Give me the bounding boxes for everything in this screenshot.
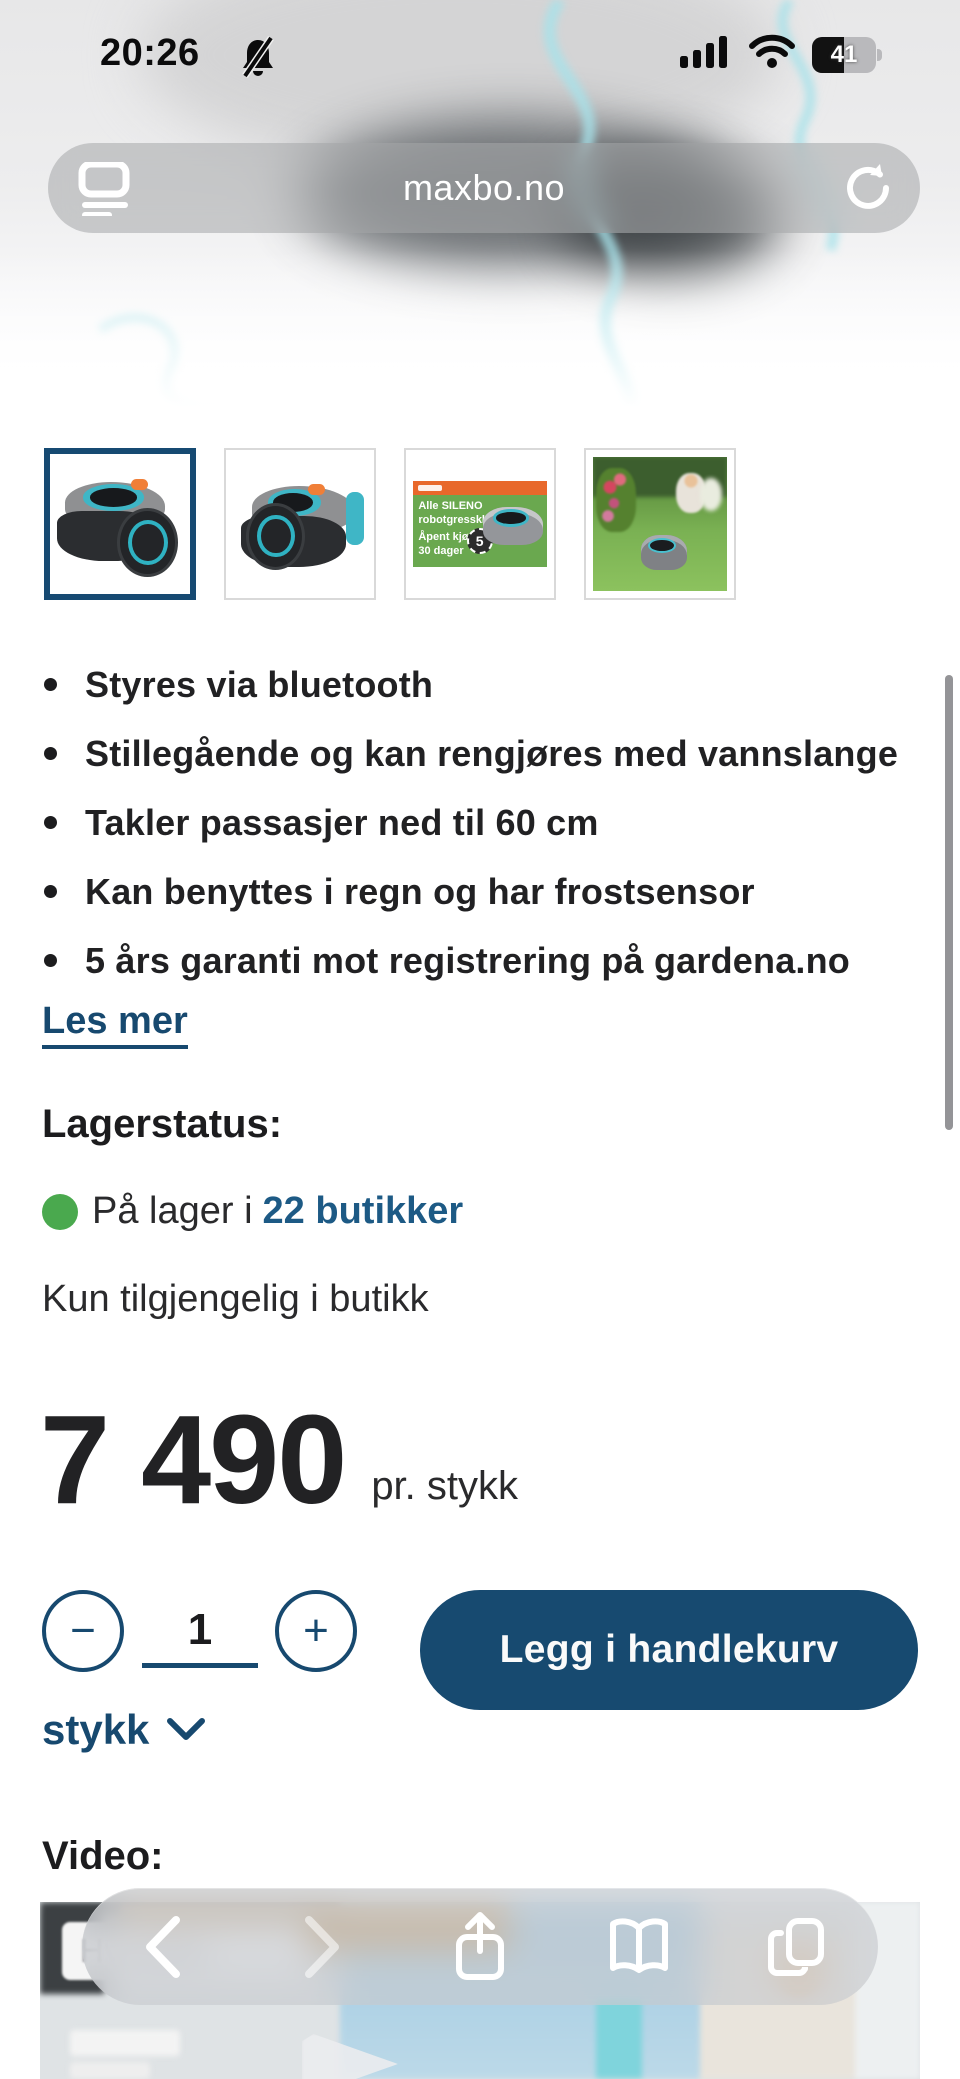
page-scrollbar[interactable] bbox=[945, 675, 953, 1130]
page-menu-icon[interactable] bbox=[78, 160, 130, 221]
list-item: Stillegående og kan rengjøres med vannsl… bbox=[44, 719, 924, 788]
notifications-muted-icon bbox=[238, 36, 278, 85]
battery-indicator: 41 bbox=[812, 36, 882, 73]
chevron-right-icon bbox=[304, 1915, 339, 1978]
thumbnail-promo-banner[interactable]: Alle SILENO robotgressklippere Åpent kjø… bbox=[404, 448, 556, 600]
tabs-button[interactable] bbox=[762, 1907, 832, 1987]
browser-bottom-toolbar bbox=[82, 1888, 878, 2005]
share-button[interactable] bbox=[445, 1907, 515, 1987]
promo-banner-image: Alle SILENO robotgressklippere Åpent kjø… bbox=[413, 457, 547, 591]
bullet-dot bbox=[44, 954, 57, 967]
address-bar[interactable]: maxbo.no bbox=[48, 143, 920, 233]
product-thumbnail-gallery: Alle SILENO robotgressklippere Åpent kjø… bbox=[44, 448, 736, 600]
price-unit: pr. stykk bbox=[371, 1464, 519, 1509]
price-row: 7 490 pr. stykk bbox=[40, 1389, 519, 1530]
thumbnail-product-front[interactable] bbox=[44, 448, 196, 600]
in-stock-text: På lager i bbox=[92, 1190, 253, 1232]
plus-icon: + bbox=[303, 1606, 329, 1655]
list-item: Styres via bluetooth bbox=[44, 650, 924, 719]
availability-note: Kun tilgjengelig i butikk bbox=[42, 1278, 429, 1320]
bullet-dot bbox=[44, 747, 57, 760]
quantity-decrease-button[interactable]: − bbox=[42, 1590, 124, 1672]
stores-link[interactable]: 22 butikker bbox=[262, 1190, 464, 1232]
url-text[interactable]: maxbo.no bbox=[402, 167, 566, 208]
thumbnail-garden-scene[interactable] bbox=[584, 448, 736, 600]
bullet-dot bbox=[44, 678, 57, 691]
battery-level-text: 41 bbox=[830, 40, 858, 68]
quantity-input[interactable] bbox=[142, 1596, 258, 1668]
feature-list: Styres via bluetooth Stillegående og kan… bbox=[44, 650, 924, 995]
quantity-increase-button[interactable]: + bbox=[275, 1590, 357, 1672]
feature-text: Styres via bluetooth bbox=[85, 663, 434, 705]
price-amount: 7 490 bbox=[40, 1389, 347, 1530]
clock-text: 20:26 bbox=[100, 32, 200, 74]
bullet-dot bbox=[44, 885, 57, 898]
stock-status-heading: Lagerstatus: bbox=[42, 1102, 283, 1146]
purchase-row: − + Legg i handlekurv bbox=[42, 1590, 922, 1712]
feature-text: Stillegående og kan rengjøres med vannsl… bbox=[85, 732, 899, 774]
promo-offer-line2: 30 dager bbox=[418, 544, 464, 557]
cellular-signal-icon bbox=[680, 34, 732, 75]
unit-dropdown-label: stykk bbox=[42, 1706, 150, 1753]
minus-icon: − bbox=[70, 1606, 96, 1655]
chevron-down-icon bbox=[165, 1713, 207, 1748]
video-section-heading: Video: bbox=[42, 1834, 164, 1878]
list-item: Takler passasjer ned til 60 cm bbox=[44, 788, 924, 857]
unit-dropdown[interactable]: stykk bbox=[42, 1706, 207, 1754]
share-icon bbox=[456, 1911, 504, 1980]
in-stock-dot bbox=[42, 1193, 78, 1230]
reload-button[interactable] bbox=[842, 162, 894, 219]
bullet-dot bbox=[44, 816, 57, 829]
mower-front-image bbox=[54, 458, 186, 590]
garden-scene-image bbox=[593, 457, 727, 591]
mower-rear-image bbox=[233, 457, 367, 591]
promo-title-line1: Alle SILENO bbox=[418, 499, 483, 512]
hero-fade-overlay bbox=[0, 250, 960, 460]
feature-text: Kan benyttes i regn og har frostsensor bbox=[85, 870, 755, 912]
feature-text: Takler passasjer ned til 60 cm bbox=[85, 801, 599, 843]
stock-status-row: På lager i 22 butikker bbox=[42, 1190, 463, 1233]
add-to-cart-button[interactable]: Legg i handlekurv bbox=[420, 1590, 918, 1710]
wifi-icon bbox=[748, 34, 796, 75]
list-item: 5 års garanti mot registrering på garden… bbox=[44, 926, 924, 995]
book-icon bbox=[609, 1917, 668, 1973]
feature-text: 5 års garanti mot registrering på garden… bbox=[85, 939, 850, 981]
promo-offer-line1: Åpent kjøp bbox=[418, 530, 476, 543]
read-more-link[interactable]: Les mer bbox=[42, 1000, 188, 1049]
back-button[interactable] bbox=[128, 1907, 198, 1987]
thumbnail-product-rear[interactable] bbox=[224, 448, 376, 600]
list-item: Kan benyttes i regn og har frostsensor bbox=[44, 857, 924, 926]
tabs-icon bbox=[768, 1917, 824, 1976]
status-bar: 20:26 bbox=[0, 28, 960, 88]
forward-button[interactable] bbox=[287, 1907, 357, 1987]
bookmarks-button[interactable] bbox=[604, 1907, 674, 1987]
chevron-left-icon bbox=[146, 1915, 180, 1978]
